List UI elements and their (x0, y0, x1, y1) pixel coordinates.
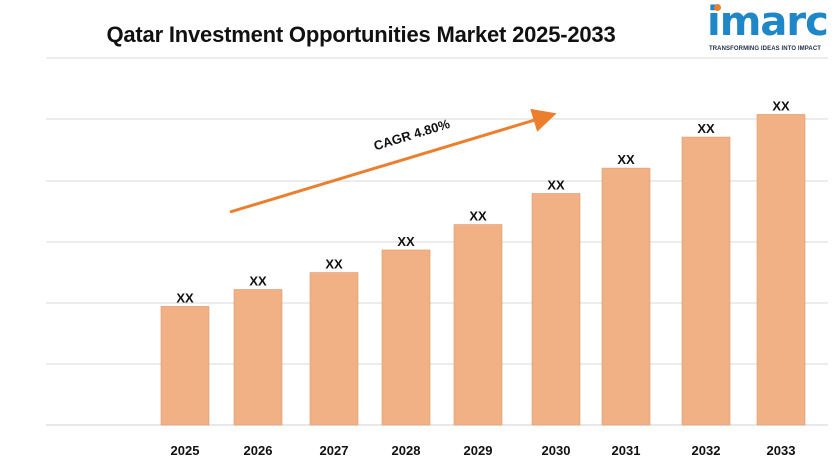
imarc-logo: imarc TRANSFORMING IDEAS INTO IMPACT (704, 0, 829, 58)
data-label-2027: XX (325, 257, 343, 272)
x-tick-label-2033: 2033 (767, 443, 796, 458)
x-tick-label-2025: 2025 (171, 443, 200, 458)
data-label-2030: XX (547, 178, 565, 193)
data-label-2029: XX (469, 209, 487, 224)
bar-2029 (453, 224, 503, 426)
bar-2030 (531, 193, 581, 426)
logo-dot-icon (714, 4, 721, 11)
cagr-annotation: CAGR 4.80% (229, 108, 557, 214)
x-tick-label-2029: 2029 (464, 443, 493, 458)
data-label-2025: XX (176, 290, 194, 305)
data-label-2031: XX (617, 152, 635, 167)
bars: XX 2025 XX 2026 XX 2027 XX 2028 XX 2029 XX 2030 XX 20… (160, 98, 806, 458)
bar-2027 (309, 272, 359, 426)
bar-2032 (681, 136, 731, 426)
x-tick-label-2032: 2032 (692, 443, 721, 458)
data-label-2032: XX (697, 121, 715, 136)
x-tick-label-2027: 2027 (320, 443, 349, 458)
data-label-2026: XX (249, 273, 267, 288)
logo-wordmark: imarc (707, 0, 829, 45)
x-tick-label-2031: 2031 (612, 443, 641, 458)
bar-2026 (233, 289, 283, 426)
bar-2033 (756, 114, 806, 426)
x-tick-label-2030: 2030 (542, 443, 571, 458)
bar-2031 (601, 167, 651, 426)
data-label-2028: XX (397, 234, 415, 249)
logo-tagline: TRANSFORMING IDEAS INTO IMPACT (708, 46, 822, 52)
bar-2025 (160, 306, 210, 426)
x-tick-label-2026: 2026 (244, 443, 273, 458)
chart-title: Qatar Investment Opportunities Market 20… (106, 22, 616, 47)
cagr-arrow (229, 108, 557, 214)
bar-2028 (381, 249, 431, 426)
x-tick-label-2028: 2028 (392, 443, 421, 458)
data-label-2033: XX (772, 98, 790, 113)
